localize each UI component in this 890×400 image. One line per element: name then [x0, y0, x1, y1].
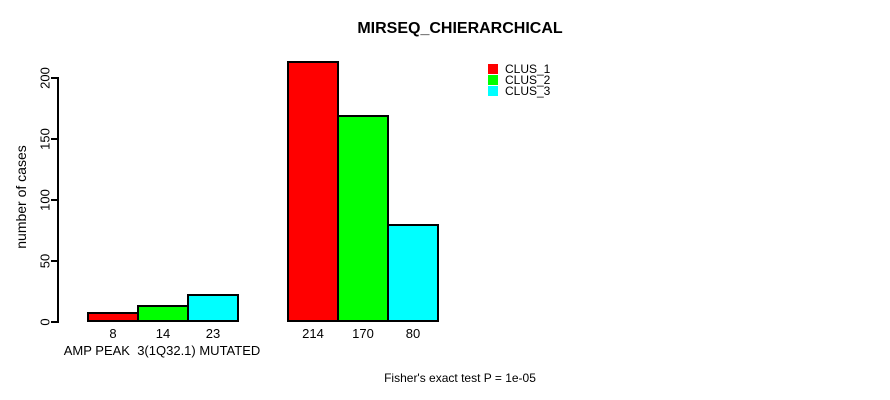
bar-value-label: 170 — [352, 326, 374, 341]
y-axis-tick-label: 50 — [37, 253, 53, 269]
bar-value-label: 8 — [109, 326, 117, 341]
y-axis-tick — [51, 138, 58, 140]
y-axis-line — [57, 77, 59, 323]
legend: CLUS_1 CLUS_2 CLUS_3 — [488, 62, 551, 98]
bar-clus_1-group2 — [287, 61, 339, 322]
bar-value-label: 14 — [155, 326, 171, 341]
y-axis-tick-label: 150 — [37, 128, 53, 150]
x-axis-group-label: AMP PEAK 3(1Q32.1) MUTATED — [63, 343, 261, 358]
bar-clus_3-group1 — [187, 294, 239, 322]
bar-clus_1-group1 — [87, 312, 139, 322]
bar-clus_2-group1 — [137, 305, 189, 322]
y-axis-tick-label: 200 — [37, 67, 53, 89]
chart-title: MIRSEQ_CHIERARCHICAL — [357, 20, 563, 37]
legend-label: CLUS_1 — [505, 62, 551, 76]
y-axis-tick — [51, 77, 58, 79]
legend-item: CLUS_3 — [488, 84, 551, 98]
y-axis-tick — [51, 199, 58, 201]
bar-value-label: 23 — [205, 326, 221, 341]
legend-label: CLUS_2 — [505, 73, 551, 87]
y-axis-label: number of cases — [13, 145, 29, 249]
bar-value-label: 214 — [302, 326, 324, 341]
bar-clus_2-group2 — [337, 115, 389, 322]
legend-label: CLUS_3 — [505, 84, 551, 98]
legend-swatch-clus_1 — [488, 64, 498, 74]
bar-clus_3-group2 — [387, 224, 439, 322]
bar-value-label: 80 — [405, 326, 421, 341]
y-axis-tick-label: 100 — [37, 189, 53, 211]
legend-swatch-clus_3 — [488, 86, 498, 96]
legend-swatch-clus_2 — [488, 75, 498, 85]
legend-item: CLUS_1 — [488, 62, 551, 76]
y-axis-tick — [51, 321, 58, 323]
fisher-test-annotation: Fisher's exact test P = 1e-05 — [384, 371, 536, 385]
y-axis-tick — [51, 260, 58, 262]
y-axis-tick-label: 0 — [37, 318, 53, 326]
legend-item: CLUS_2 — [488, 73, 551, 87]
